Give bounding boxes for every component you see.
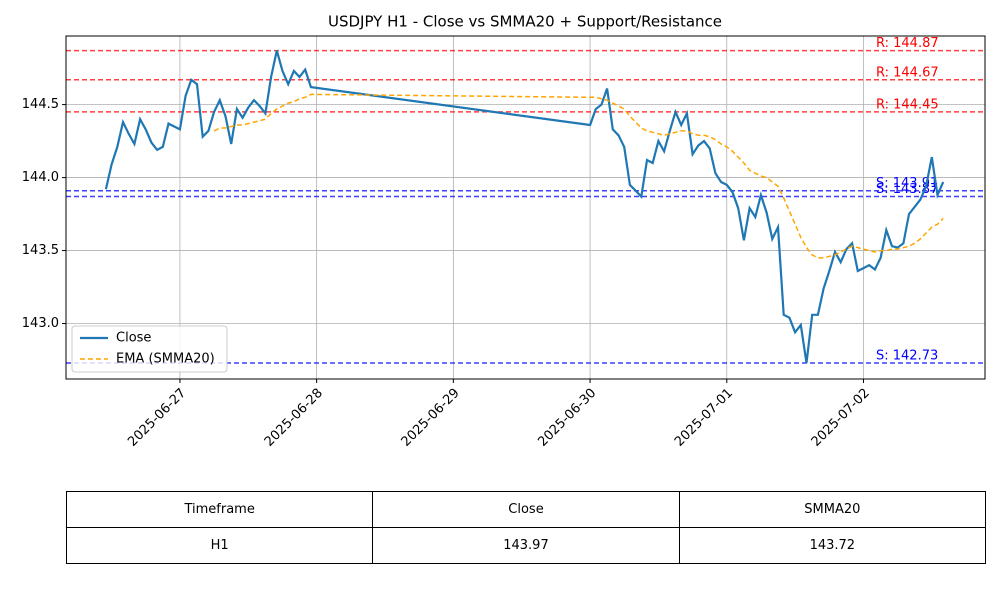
level-label: S: 143.87 bbox=[876, 182, 938, 197]
y-tick-label: 144.5 bbox=[22, 97, 59, 112]
x-tick-label: 2025-06-28 bbox=[262, 386, 326, 450]
table-cell: H1 bbox=[65, 527, 374, 564]
x-tick-label: 2025-06-30 bbox=[535, 386, 599, 450]
table-cell: 143.72 bbox=[678, 527, 987, 564]
table-cell: 143.97 bbox=[372, 527, 680, 564]
x-tick-label: 2025-06-27 bbox=[125, 386, 189, 450]
chart: USDJPY H1 - Close vs SMMA20 + Support/Re… bbox=[22, 13, 986, 450]
y-tick-label: 144.0 bbox=[22, 170, 59, 185]
plot-frame bbox=[65, 35, 986, 380]
chart-title: USDJPY H1 - Close vs SMMA20 + Support/Re… bbox=[328, 13, 722, 31]
series-line bbox=[213, 93, 944, 259]
x-tick-label: 2025-06-29 bbox=[399, 386, 463, 450]
legend-box bbox=[71, 325, 228, 373]
level-label: S: 142.73 bbox=[876, 348, 938, 363]
summary-table: Timeframe Close SMMA20 H1 143.97 143.72 bbox=[65, 491, 987, 564]
series-line bbox=[104, 50, 945, 364]
level-label: R: 144.45 bbox=[876, 97, 939, 112]
level-label: R: 144.87 bbox=[876, 36, 939, 51]
x-tick-label: 2025-07-01 bbox=[672, 386, 736, 450]
level-label: R: 144.67 bbox=[876, 65, 939, 80]
table-row: H1 143.97 143.72 bbox=[65, 527, 987, 564]
y-tick-label: 143.5 bbox=[22, 243, 59, 258]
level-label: S: 143.91 bbox=[876, 176, 938, 191]
legend-label: EMA (SMMA20) bbox=[116, 352, 215, 367]
legend-label: Close bbox=[116, 331, 151, 346]
header-cell: Timeframe bbox=[65, 491, 374, 528]
header-cell: Close bbox=[372, 491, 680, 528]
x-tick-label: 2025-07-02 bbox=[809, 386, 873, 450]
header-cell: SMMA20 bbox=[678, 491, 987, 528]
y-tick-label: 143.0 bbox=[22, 316, 59, 331]
table-header: Timeframe Close SMMA20 bbox=[65, 491, 987, 528]
